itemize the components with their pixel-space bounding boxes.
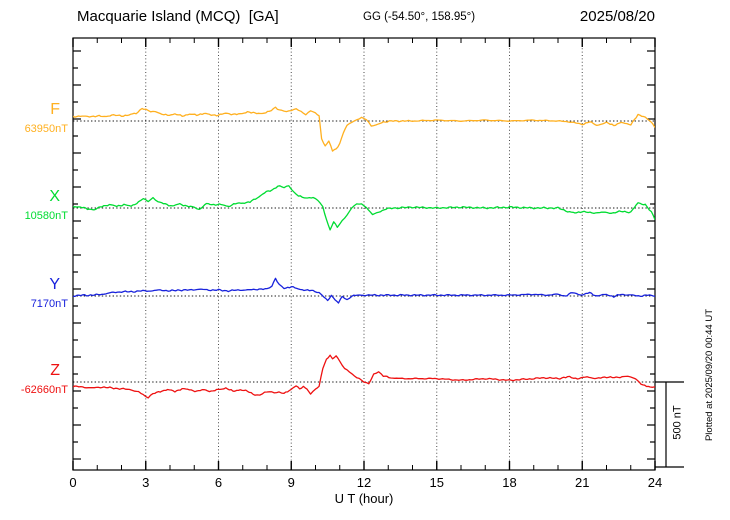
component-letter-Z: Z [50, 362, 60, 379]
hour-label-0: 0 [69, 475, 77, 490]
x-axis-label: U T (hour) [334, 491, 394, 506]
component-letter-F: F [50, 101, 60, 118]
hour-label-9: 9 [287, 475, 295, 490]
hour-label-15: 15 [429, 475, 444, 490]
station-coordinates: GG (-54.50°, 158.95°) [363, 11, 476, 23]
hour-label-12: 12 [356, 475, 372, 490]
component-base-value-X: 10580nT [24, 210, 68, 222]
trace-F [73, 106, 655, 152]
component-base-value-F: 63950nT [24, 123, 68, 135]
hour-label-6: 6 [214, 475, 223, 490]
plot-date: 2025/08/20 [579, 8, 655, 25]
component-letter-X: X [49, 188, 60, 205]
scale-bar-label: 500 nT [671, 405, 684, 440]
page-title: Macquarie Island (MCQ) [GA] [77, 8, 279, 25]
component-letter-Y: Y [49, 276, 60, 293]
hour-label-24: 24 [647, 475, 663, 490]
hour-label-21: 21 [575, 475, 590, 490]
hour-label-18: 18 [502, 475, 517, 490]
component-base-value-Y: 7170nT [30, 298, 68, 310]
plotted-at-note: Plotted at 2025/09/20 00:44 UT [704, 308, 715, 442]
hour-label-3: 3 [142, 475, 150, 490]
trace-Z [73, 354, 655, 399]
trace-Y [73, 277, 655, 304]
trace-X [73, 185, 655, 231]
component-base-value-Z: -62660nT [20, 384, 68, 396]
